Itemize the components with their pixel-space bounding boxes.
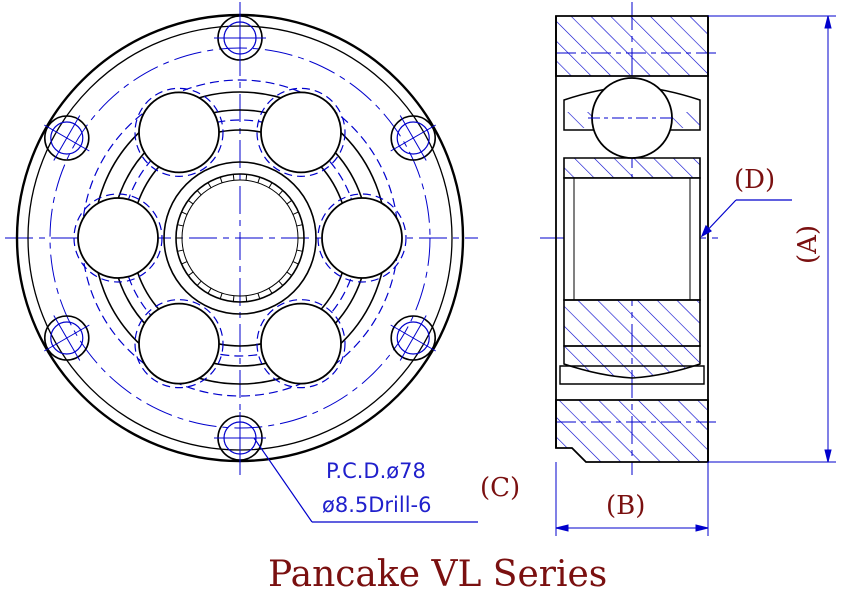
inner-bore [563,177,701,301]
callout-drill: ø8.5Drill-6 [322,493,432,517]
housing-bottom-section [555,399,709,463]
label-d: (D) [734,165,775,195]
ball [256,299,346,389]
ball [134,87,224,177]
bolt-hole [43,315,90,361]
callout-pcd: P.C.D.ø78 [326,459,426,483]
front-view [5,2,478,475]
inner-race-bottom [563,299,701,347]
ball [73,193,163,283]
race-bottom [563,345,701,379]
inner-race-top [563,157,701,179]
splined-bore [175,173,305,303]
bolt-hole [214,12,266,64]
housing-top-section [555,15,709,77]
ball [317,193,407,283]
dimension-b [555,462,709,536]
bolt-hole [43,115,90,161]
label-c: (C) [480,473,520,503]
bolt-hole [214,412,266,464]
dimension-d-leader [700,199,792,238]
housing-profile [555,16,709,462]
diagram-title: Pancake VL Series [268,554,607,595]
label-a: (A) [793,225,823,264]
ball [134,299,224,389]
dimension-a [708,15,836,463]
label-b: (B) [606,491,645,521]
bolt-hole [390,115,437,161]
section-view [540,2,722,475]
ball [256,87,346,177]
bolt-hole [390,315,437,361]
pcd-callout-leader [253,437,478,523]
